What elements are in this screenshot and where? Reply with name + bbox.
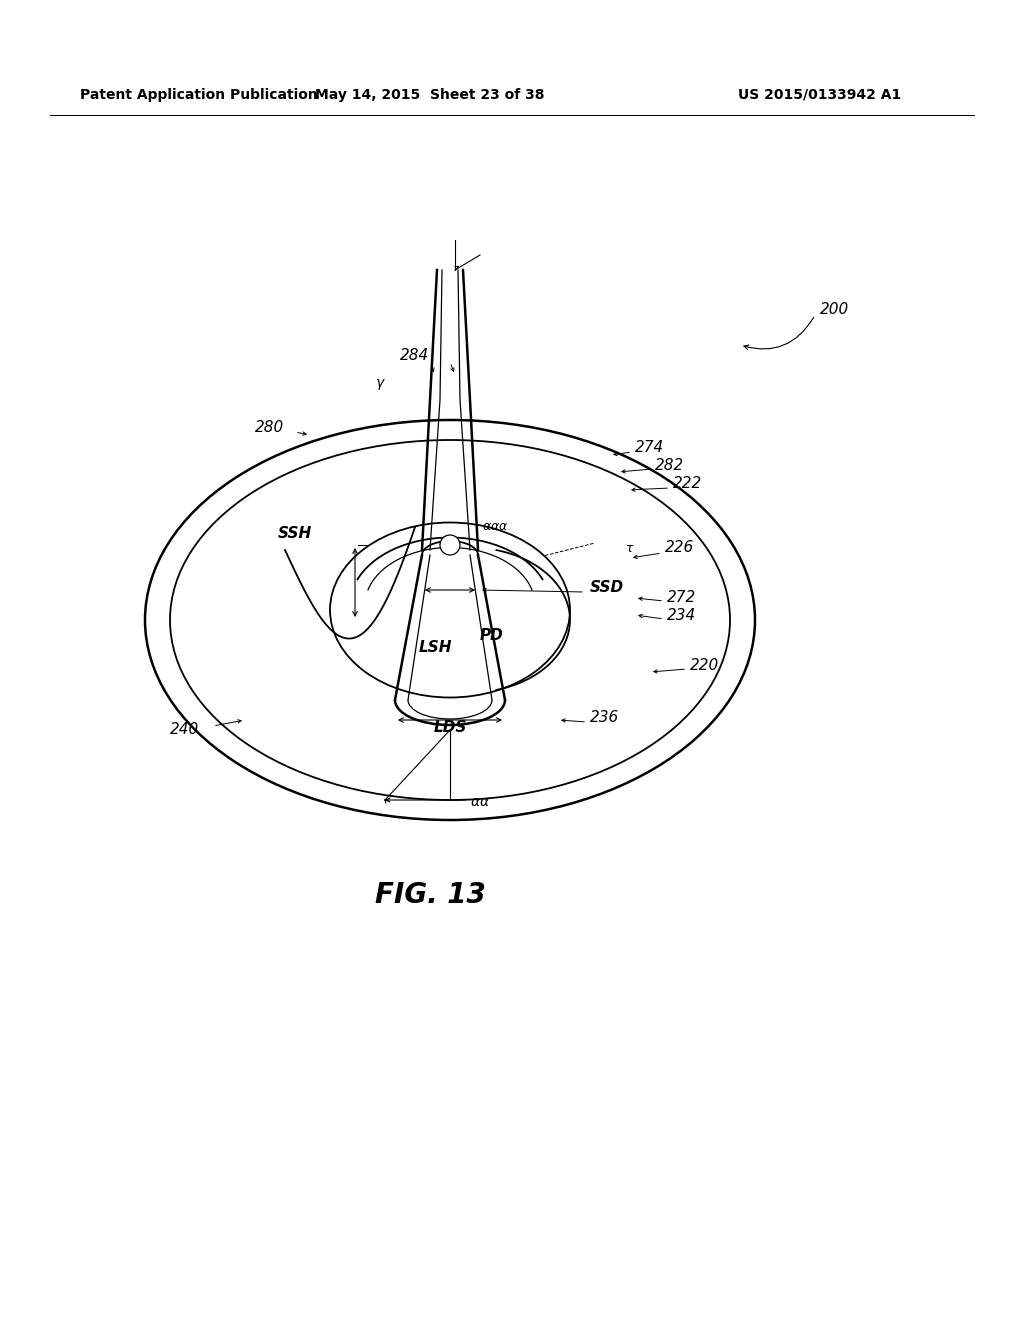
Text: May 14, 2015  Sheet 23 of 38: May 14, 2015 Sheet 23 of 38 <box>315 88 545 102</box>
Text: $\alpha\alpha$: $\alpha\alpha$ <box>470 795 490 809</box>
Text: 220: 220 <box>690 657 719 672</box>
Text: 226: 226 <box>665 540 694 556</box>
Text: FIG. 13: FIG. 13 <box>375 880 485 909</box>
Text: Patent Application Publication: Patent Application Publication <box>80 88 317 102</box>
Text: 234: 234 <box>667 607 696 623</box>
Text: 200: 200 <box>820 302 849 318</box>
Text: LSH: LSH <box>418 640 452 656</box>
Ellipse shape <box>330 523 570 697</box>
Text: 240: 240 <box>170 722 200 738</box>
Text: US 2015/0133942 A1: US 2015/0133942 A1 <box>738 88 901 102</box>
Text: 280: 280 <box>255 421 285 436</box>
Text: SSH: SSH <box>278 525 312 540</box>
Text: 282: 282 <box>655 458 684 473</box>
Text: 222: 222 <box>673 475 702 491</box>
Text: PD: PD <box>480 627 504 643</box>
Text: $\tau$: $\tau$ <box>625 541 635 554</box>
Text: 284: 284 <box>400 347 430 363</box>
Text: 272: 272 <box>667 590 696 606</box>
Text: LDS: LDS <box>433 721 467 735</box>
Text: 236: 236 <box>590 710 620 726</box>
Circle shape <box>440 535 460 554</box>
Text: $\alpha\alpha\alpha$: $\alpha\alpha\alpha$ <box>482 520 509 533</box>
Text: 274: 274 <box>635 440 665 454</box>
Text: SSD: SSD <box>590 581 624 595</box>
Text: $\gamma$: $\gamma$ <box>375 378 385 392</box>
